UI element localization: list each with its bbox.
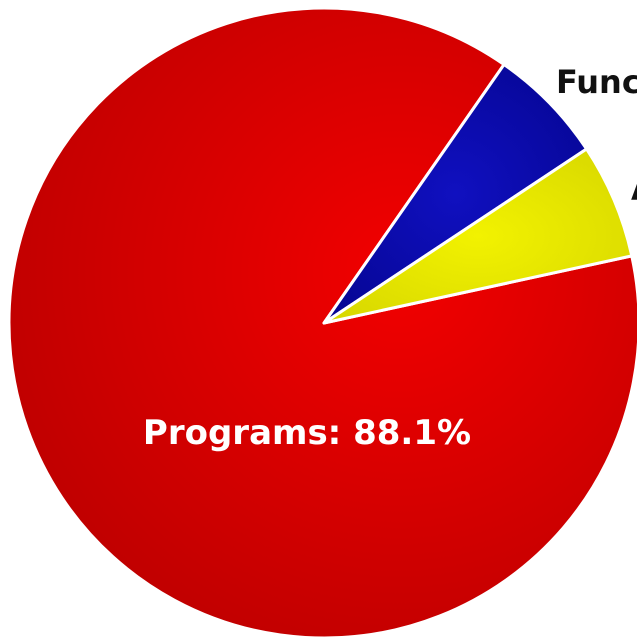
label-other: A [631,170,637,208]
label-fund: Func [556,63,637,101]
pie-slices [7,6,637,639]
slice-fund [322,63,589,325]
pie-labels: Programs: 88.1% Func A [143,63,637,453]
slice-other [322,147,634,325]
label-programs: Programs: 88.1% [143,413,471,453]
